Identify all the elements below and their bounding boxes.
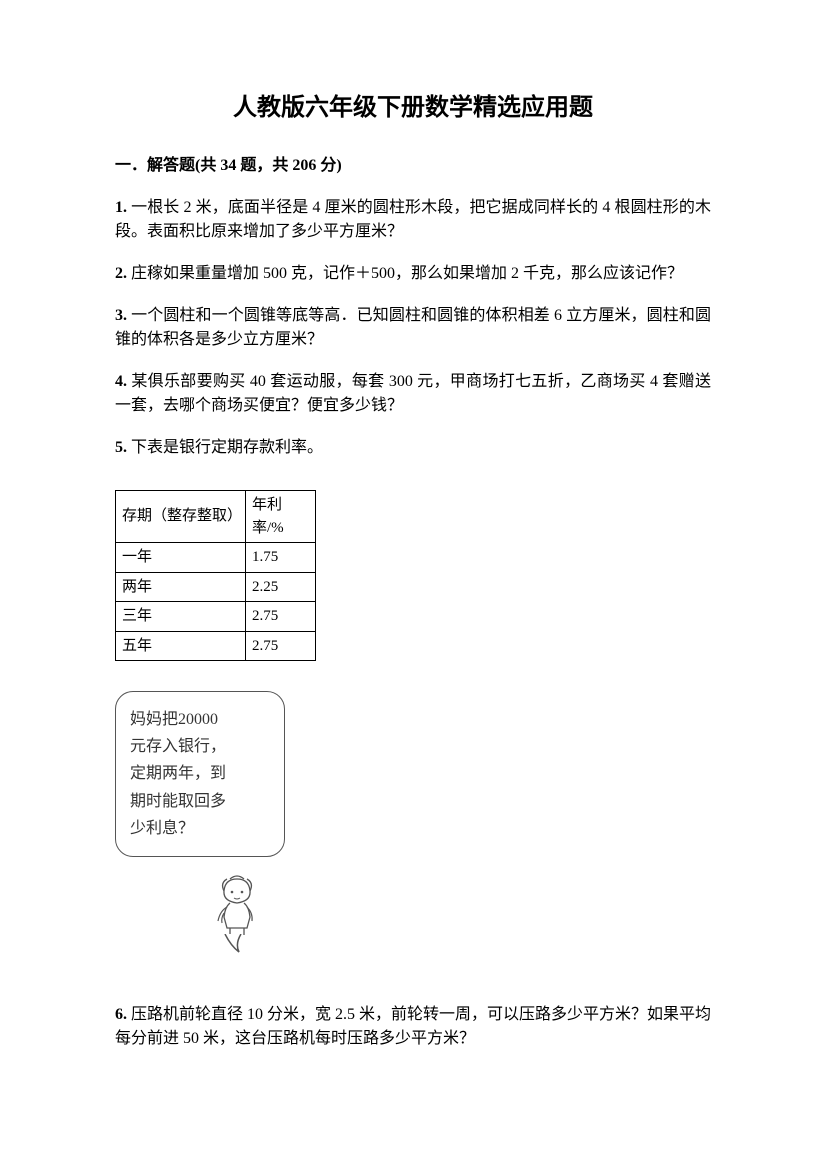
problem-number: 6. [115,1006,127,1023]
problem-2: 2. 庄稼如果重量增加 500 克，记作＋500，那么如果增加 2 千克，那么应… [115,262,711,286]
table-header-row: 存期（整存整取） 年利率/% [116,491,316,543]
girl-icon [210,873,265,938]
page-title: 人教版六年级下册数学精选应用题 [115,90,711,126]
table-cell: 三年 [116,602,246,632]
problem-text: 一根长 2 米，底面半径是 4 厘米的圆柱形木段，把它据成同样长的 4 根圆柱形… [115,199,711,240]
problem-number: 1. [115,199,127,216]
problem-6: 6. 压路机前轮直径 10 分米，宽 2.5 米，前轮转一周，可以压路多少平方米… [115,1003,711,1051]
bubble-line: 定期两年，到 [130,760,270,787]
problem-number: 4. [115,373,127,390]
problem-text: 一个圆柱和一个圆锥等底等高．已知圆柱和圆锥的体积相差 6 立方厘米，圆柱和圆锥的… [115,307,711,348]
rate-table: 存期（整存整取） 年利率/% 一年 1.75 两年 2.25 三年 2.75 五… [115,490,316,661]
table-cell: 1.75 [246,543,316,573]
section-header: 一．解答题(共 34 题，共 206 分) [115,154,711,178]
table-cell: 2.75 [246,631,316,661]
problem-text: 压路机前轮直径 10 分米，宽 2.5 米，前轮转一周，可以压路多少平方米？如果… [115,1006,711,1047]
problem-4: 4. 某俱乐部要购买 40 套运动服，每套 300 元，甲商场打七五折，乙商场买… [115,370,711,418]
table-header-cell: 年利率/% [246,491,316,543]
bubble-tail-icon [221,934,245,954]
problem-5: 5. 下表是银行定期存款利率。 [115,436,711,460]
problem-text: 下表是银行定期存款利率。 [127,439,323,456]
table-header-cell: 存期（整存整取） [116,491,246,543]
problem-number: 5. [115,439,127,456]
table-row: 五年 2.75 [116,631,316,661]
speech-bubble-wrap: 妈妈把20000 元存入银行， 定期两年，到 期时能取回多 少利息？ [115,691,285,938]
table-row: 一年 1.75 [116,543,316,573]
table-cell: 五年 [116,631,246,661]
problem-number: 3. [115,307,127,324]
problem-number: 2. [115,265,127,282]
problem-3: 3. 一个圆柱和一个圆锥等底等高．已知圆柱和圆锥的体积相差 6 立方厘米，圆柱和… [115,304,711,352]
table-cell: 一年 [116,543,246,573]
problem-text: 庄稼如果重量增加 500 克，记作＋500，那么如果增加 2 千克，那么应该记作… [127,265,683,282]
problem-text: 某俱乐部要购买 40 套运动服，每套 300 元，甲商场打七五折，乙商场买 4 … [115,373,711,414]
bubble-line: 少利息？ [130,815,270,842]
table-cell: 两年 [116,572,246,602]
problem-1: 1. 一根长 2 米，底面半径是 4 厘米的圆柱形木段，把它据成同样长的 4 根… [115,196,711,244]
speech-bubble: 妈妈把20000 元存入银行， 定期两年，到 期时能取回多 少利息？ [115,691,285,857]
table-cell: 2.75 [246,602,316,632]
table-row: 两年 2.25 [116,572,316,602]
table-row: 三年 2.75 [116,602,316,632]
rate-table-wrap: 存期（整存整取） 年利率/% 一年 1.75 两年 2.25 三年 2.75 五… [115,490,711,661]
bubble-line: 期时能取回多 [130,788,270,815]
table-cell: 2.25 [246,572,316,602]
bubble-line: 妈妈把20000 [130,706,270,733]
bubble-line: 元存入银行， [130,733,270,760]
